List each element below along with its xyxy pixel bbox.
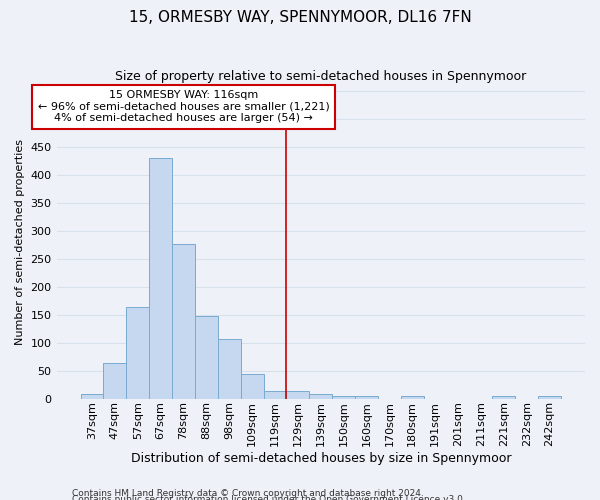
Bar: [241, 374, 263, 398]
Bar: [127, 308, 149, 398]
Text: Contains HM Land Registry data © Crown copyright and database right 2024.: Contains HM Land Registry data © Crown c…: [72, 488, 424, 498]
Bar: [172, 244, 195, 398]
Bar: [195, 316, 218, 398]
Bar: [149, 158, 172, 398]
Text: 15 ORMESBY WAY: 116sqm
← 96% of semi-detached houses are smaller (1,221)
4% of s: 15 ORMESBY WAY: 116sqm ← 96% of semi-det…: [38, 90, 329, 124]
Bar: [401, 396, 424, 398]
Bar: [218, 338, 241, 398]
Bar: [263, 390, 286, 398]
X-axis label: Distribution of semi-detached houses by size in Spennymoor: Distribution of semi-detached houses by …: [131, 452, 511, 465]
Y-axis label: Number of semi-detached properties: Number of semi-detached properties: [15, 139, 25, 345]
Bar: [538, 396, 561, 398]
Bar: [332, 396, 355, 398]
Text: Contains public sector information licensed under the Open Government Licence v3: Contains public sector information licen…: [72, 495, 466, 500]
Bar: [493, 396, 515, 398]
Bar: [355, 396, 378, 398]
Bar: [286, 390, 310, 398]
Bar: [103, 364, 127, 398]
Text: 15, ORMESBY WAY, SPENNYMOOR, DL16 7FN: 15, ORMESBY WAY, SPENNYMOOR, DL16 7FN: [128, 10, 472, 25]
Bar: [80, 394, 103, 398]
Title: Size of property relative to semi-detached houses in Spennymoor: Size of property relative to semi-detach…: [115, 70, 526, 83]
Bar: [310, 394, 332, 398]
